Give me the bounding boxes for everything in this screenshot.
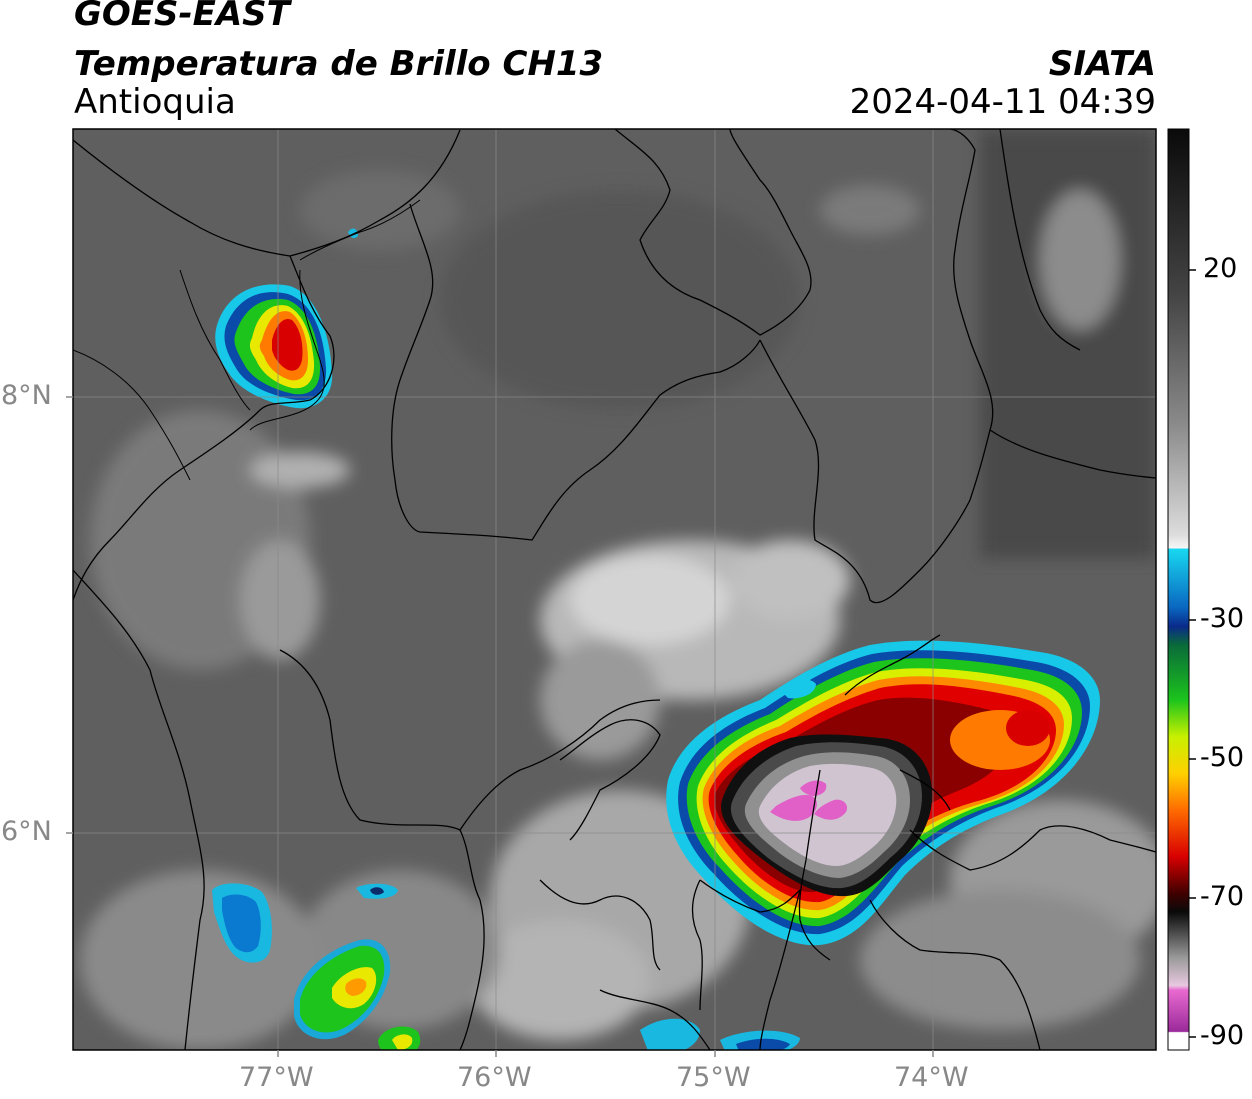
- storm-cells-southwest: [212, 228, 800, 1050]
- datetime-label: 2024-04-11 04:39: [849, 82, 1156, 122]
- colorbar-tick-minus30: -30: [1200, 603, 1245, 634]
- colorbar-tick-minus50: -50: [1200, 742, 1245, 773]
- source-label: SIATA: [1048, 44, 1156, 84]
- region-label: Antioquia: [74, 82, 236, 122]
- lon-label-76w: 76°W: [457, 1062, 532, 1093]
- graticule: [73, 129, 1156, 1050]
- storm-cell-northwest: [215, 284, 333, 409]
- product-title: Temperatura de Brillo CH13: [74, 44, 604, 84]
- political-borders: [73, 129, 1156, 1050]
- coastline: [73, 199, 421, 481]
- map-frame: [72, 128, 1157, 1051]
- colorbar-tick-20: 20: [1203, 253, 1238, 284]
- lon-label-77w: 77°W: [239, 1062, 314, 1093]
- colorbar: [1167, 128, 1190, 1051]
- lon-label-74w: 74°W: [894, 1062, 969, 1093]
- colorbar-ticks: [1189, 269, 1196, 1038]
- lon-label-75w: 75°W: [676, 1062, 751, 1093]
- axis-ticks: [66, 396, 934, 1057]
- lat-label-8n: 8°N: [1, 380, 52, 411]
- satellite-title: GOES-EAST: [74, 0, 290, 34]
- lat-label-6n: 6°N: [1, 816, 52, 847]
- storm-system-southeast: [666, 640, 1100, 946]
- colorbar-tick-minus90: -90: [1200, 1020, 1245, 1051]
- colorbar-tick-minus70: -70: [1200, 881, 1245, 912]
